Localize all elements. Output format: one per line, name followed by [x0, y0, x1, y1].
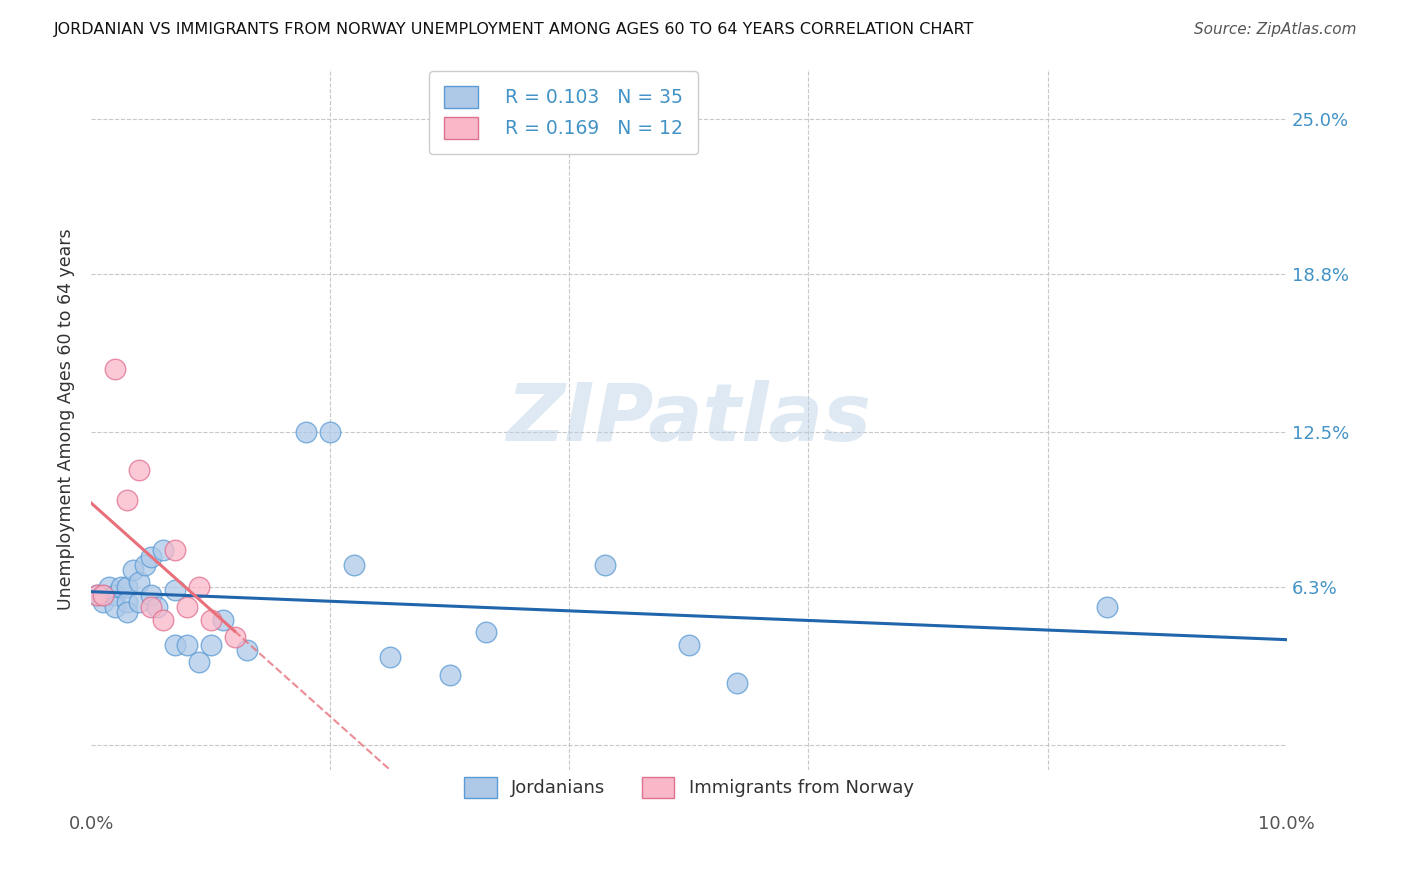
Point	[176, 638, 198, 652]
Point	[163, 582, 186, 597]
Point	[86, 588, 108, 602]
Point	[474, 625, 496, 640]
Point	[678, 638, 700, 652]
Point	[91, 588, 114, 602]
Point	[128, 462, 150, 476]
Text: ZIPatlas: ZIPatlas	[506, 380, 872, 458]
Point	[211, 613, 233, 627]
Point	[110, 580, 132, 594]
Point	[163, 542, 186, 557]
Point	[139, 600, 162, 615]
Point	[319, 425, 342, 439]
Point	[122, 563, 145, 577]
Point	[115, 580, 138, 594]
Point	[91, 595, 114, 609]
Point	[176, 600, 198, 615]
Point	[593, 558, 616, 572]
Point	[343, 558, 366, 572]
Point	[139, 550, 162, 565]
Point	[115, 595, 138, 609]
Text: Source: ZipAtlas.com: Source: ZipAtlas.com	[1194, 22, 1357, 37]
Point	[235, 643, 257, 657]
Point	[725, 675, 748, 690]
Point	[152, 542, 174, 557]
Point	[104, 600, 127, 615]
Point	[104, 588, 127, 602]
Point	[295, 425, 318, 439]
Point	[104, 362, 127, 376]
Point	[98, 580, 121, 594]
Point	[378, 650, 401, 665]
Text: 10.0%: 10.0%	[1258, 815, 1315, 833]
Point	[200, 638, 222, 652]
Point	[187, 656, 209, 670]
Point	[187, 580, 209, 594]
Point	[91, 588, 114, 602]
Point	[86, 588, 108, 602]
Point	[439, 668, 461, 682]
Point	[1097, 600, 1119, 615]
Legend: Jordanians, Immigrants from Norway: Jordanians, Immigrants from Norway	[456, 768, 922, 807]
Point	[134, 558, 156, 572]
Point	[200, 613, 222, 627]
Point	[139, 588, 162, 602]
Point	[128, 595, 150, 609]
Point	[128, 575, 150, 590]
Point	[163, 638, 186, 652]
Point	[115, 492, 138, 507]
Text: JORDANIAN VS IMMIGRANTS FROM NORWAY UNEMPLOYMENT AMONG AGES 60 TO 64 YEARS CORRE: JORDANIAN VS IMMIGRANTS FROM NORWAY UNEM…	[53, 22, 974, 37]
Point	[224, 631, 246, 645]
Point	[146, 600, 169, 615]
Y-axis label: Unemployment Among Ages 60 to 64 years: Unemployment Among Ages 60 to 64 years	[58, 228, 75, 610]
Text: 0.0%: 0.0%	[69, 815, 114, 833]
Point	[152, 613, 174, 627]
Point	[115, 605, 138, 619]
